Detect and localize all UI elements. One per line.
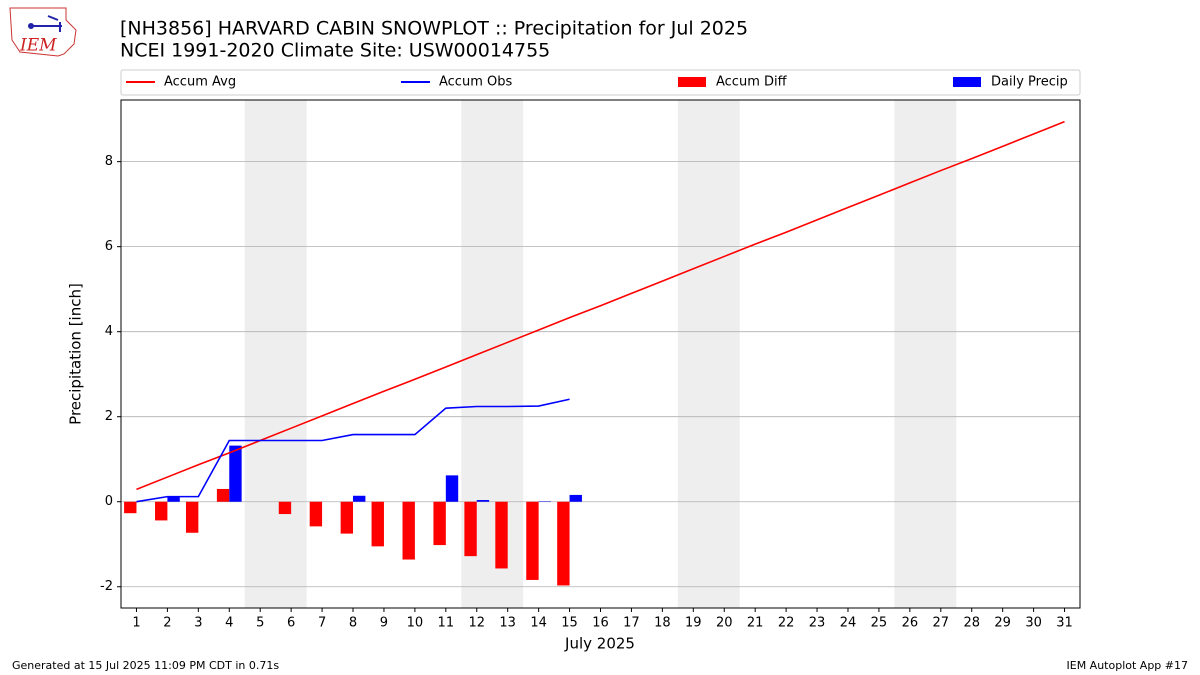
footer-right: IEM Autoplot App #17 xyxy=(1067,659,1189,672)
x-tick-label: 20 xyxy=(716,616,733,631)
bar xyxy=(216,488,230,502)
bar xyxy=(371,501,384,547)
x-tick-label: 11 xyxy=(438,616,455,631)
x-tick-label: 5 xyxy=(256,616,264,631)
bar xyxy=(526,501,539,580)
bar xyxy=(229,445,242,502)
bar xyxy=(557,501,570,586)
legend-label: Accum Obs xyxy=(439,75,512,90)
y-tick-label: 8 xyxy=(105,154,113,169)
legend-swatch xyxy=(953,77,981,87)
x-tick-label: 26 xyxy=(902,616,919,631)
bar xyxy=(353,495,366,502)
footer-left: Generated at 15 Jul 2025 11:09 PM CDT in… xyxy=(12,659,279,672)
x-tick-label: 3 xyxy=(194,616,202,631)
x-tick-label: 9 xyxy=(380,616,388,631)
x-tick-label: 28 xyxy=(963,616,980,631)
x-tick-label: 16 xyxy=(592,616,609,631)
x-tick-label: 14 xyxy=(530,616,547,631)
x-tick-label: 8 xyxy=(349,616,357,631)
legend xyxy=(120,69,1081,96)
bar xyxy=(340,501,354,534)
bar xyxy=(402,501,415,560)
bar xyxy=(569,494,582,502)
y-tick-label: 0 xyxy=(105,494,113,509)
x-tick-label: 6 xyxy=(287,616,295,631)
logo-text: IEM xyxy=(19,36,57,56)
x-tick-label: 12 xyxy=(468,616,485,631)
x-tick-label: 25 xyxy=(871,616,888,631)
x-tick-label: 30 xyxy=(1025,616,1042,631)
y-tick-label: 2 xyxy=(105,409,113,424)
x-tick-label: 17 xyxy=(623,616,640,631)
x-tick-label: 31 xyxy=(1056,616,1073,631)
chart-title: [NH3856] HARVARD CABIN SNOWPLOT :: Preci… xyxy=(120,18,748,40)
bar xyxy=(433,501,446,546)
y-tick-label: -2 xyxy=(100,579,113,594)
legend-label: Daily Precip xyxy=(991,75,1068,90)
weekend-shade xyxy=(677,100,740,608)
bar xyxy=(167,496,180,502)
x-tick-label: 24 xyxy=(840,616,857,631)
x-tick-label: 1 xyxy=(132,616,140,631)
bar xyxy=(278,501,292,515)
plot-frame xyxy=(120,99,1081,609)
x-tick-label: 29 xyxy=(994,616,1011,631)
x-tick-label: 23 xyxy=(809,616,826,631)
bar xyxy=(495,501,508,569)
x-tick-label: 22 xyxy=(778,616,795,631)
bar xyxy=(155,501,168,521)
bar xyxy=(309,501,323,527)
x-tick-label: 13 xyxy=(499,616,516,631)
y-tick-label: 4 xyxy=(105,324,113,339)
x-tick-label: 19 xyxy=(685,616,702,631)
x-tick-label: 2 xyxy=(163,616,171,631)
logo-icon xyxy=(33,15,62,32)
bar xyxy=(476,500,490,502)
legend-swatch xyxy=(678,77,706,87)
x-tick-label: 10 xyxy=(407,616,424,631)
line xyxy=(136,398,570,503)
line xyxy=(136,120,1065,491)
x-tick-label: 27 xyxy=(933,616,950,631)
logo-outline xyxy=(9,7,77,57)
legend-label: Accum Avg xyxy=(164,75,236,90)
x-tick-label: 15 xyxy=(561,616,578,631)
weekend-shade xyxy=(244,100,307,608)
x-tick-label: 4 xyxy=(225,616,233,631)
bar xyxy=(464,501,477,557)
x-tick-label: 18 xyxy=(654,616,671,631)
y-axis-label: Precipitation [inch] xyxy=(67,283,85,425)
legend-label: Accum Diff xyxy=(716,75,788,90)
bar xyxy=(124,501,137,514)
bar xyxy=(445,475,459,502)
y-tick-label: 6 xyxy=(105,239,113,254)
x-tick-label: 7 xyxy=(318,616,326,631)
logo-icon xyxy=(28,23,34,29)
chart-subtitle: NCEI 1991-2020 Climate Site: USW00014755 xyxy=(120,40,550,62)
x-tick-label: 21 xyxy=(747,616,764,631)
logo: IEM xyxy=(9,7,77,57)
x-axis-label: July 2025 xyxy=(564,635,635,653)
bar xyxy=(185,501,199,533)
